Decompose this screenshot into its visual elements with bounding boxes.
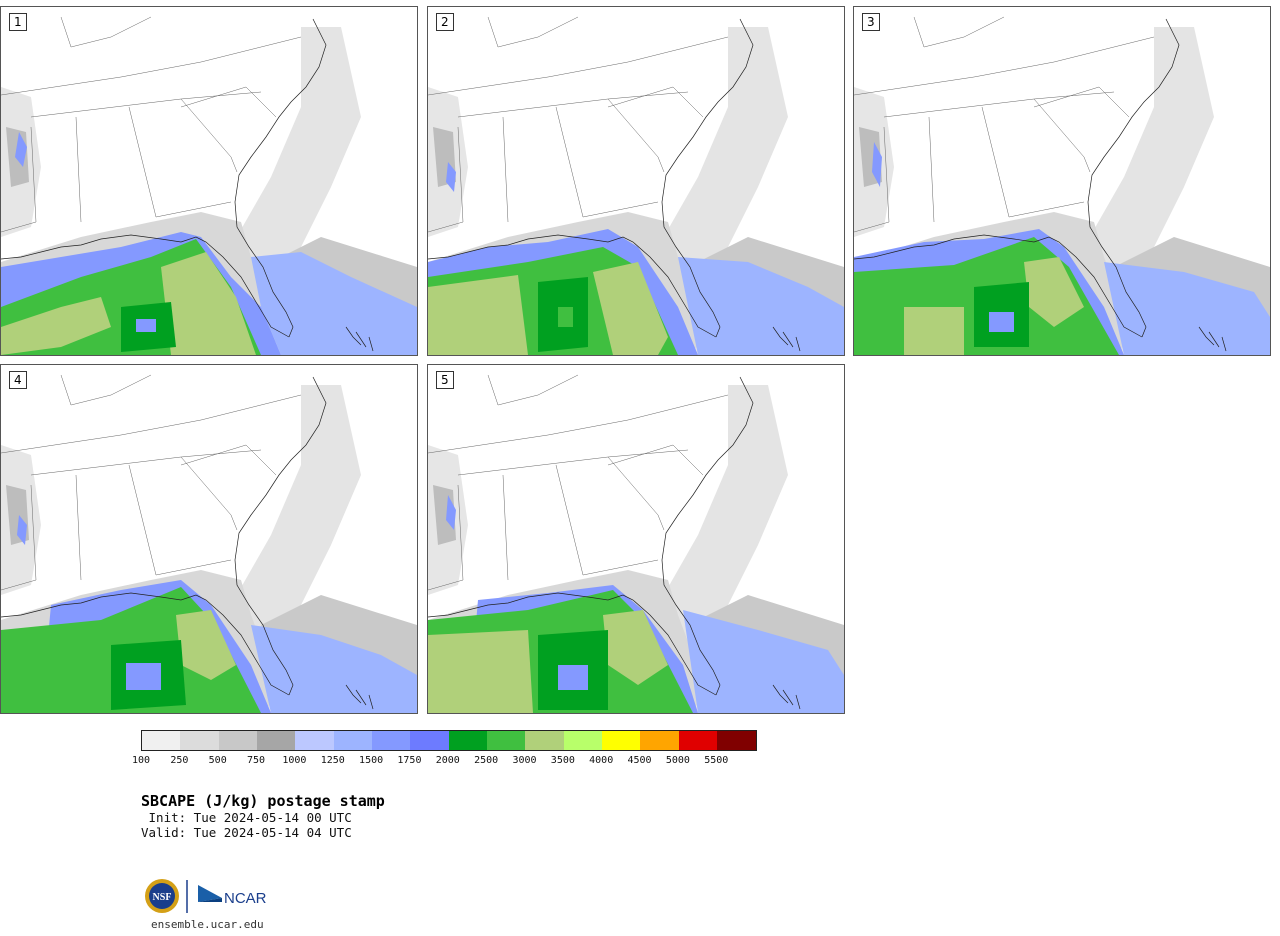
panel-number-label: 3 (862, 13, 880, 31)
cape-map-1 (1, 7, 417, 355)
colorbar (141, 730, 757, 751)
colorbar-swatch (142, 731, 181, 750)
colorbar-swatch (410, 731, 449, 750)
panel-number-label: 2 (436, 13, 454, 31)
colorbar-tick-label: 250 (170, 755, 189, 766)
colorbar-swatch (717, 731, 756, 750)
nsf-logo-icon: NSF (145, 879, 179, 913)
colorbar-swatch (257, 731, 296, 750)
colorbar-tick-label: 4500 (627, 755, 652, 766)
logo-group: NSF NCAR (145, 879, 267, 913)
cape-map-2 (428, 7, 844, 355)
colorbar-swatch (295, 731, 334, 750)
colorbar-tick-label: 2000 (435, 755, 460, 766)
colorbar-tick-label: 3000 (512, 755, 537, 766)
colorbar-tick-label: 750 (247, 755, 266, 766)
colorbar-tick-label: 100 (131, 755, 151, 766)
colorbar-tick-label: 3500 (550, 755, 575, 766)
member-panel-5: 5 (427, 364, 845, 714)
product-title: SBCAPE (J/kg) postage stamp (141, 792, 385, 810)
colorbar-tick-label: 1250 (320, 755, 345, 766)
colorbar-tick-label: 1750 (397, 755, 422, 766)
ncar-logo-text: NCAR (224, 890, 267, 907)
colorbar-swatch (448, 731, 488, 750)
member-panel-4: 4 (0, 364, 418, 714)
colorbar-swatch (218, 731, 258, 750)
colorbar-tick-label: 4000 (589, 755, 614, 766)
colorbar-tick-label: 2500 (474, 755, 499, 766)
panel-number-label: 4 (9, 371, 27, 389)
colorbar-tick-labels: 100 250 500 750 1000 1250 1500 1750 2000 2500 3000… (0, 755, 1280, 769)
colorbar-swatch (180, 731, 219, 750)
cape-map-4 (1, 365, 417, 713)
cape-map-3 (854, 7, 1270, 355)
valid-time: Valid: Tue 2024-05-14 04 UTC (141, 825, 352, 840)
cape-map-5 (428, 365, 844, 713)
colorbar-tick-label: 1000 (282, 755, 307, 766)
title-block: SBCAPE (J/kg) postage stamp Init: Tue 20… (141, 792, 385, 840)
colorbar-tick-label: 5000 (665, 755, 690, 766)
ncar-logo-icon (198, 885, 222, 902)
colorbar-swatch (525, 731, 564, 750)
member-panel-3: 3 (853, 6, 1271, 356)
colorbar-swatch (487, 731, 526, 750)
colorbar-tick-label: 1500 (359, 755, 384, 766)
colorbar-swatch (678, 731, 718, 750)
colorbar-swatch (333, 731, 373, 750)
colorbar-swatch (372, 731, 411, 750)
logos: NSF NCAR (144, 876, 274, 916)
panel-number-label: 1 (9, 13, 27, 31)
website-url: ensemble.ucar.edu (151, 918, 264, 931)
panel-number-label: 5 (436, 371, 454, 389)
colorbar-swatch (640, 731, 679, 750)
init-time: Init: Tue 2024-05-14 00 UTC (141, 810, 352, 825)
member-panel-2: 2 (427, 6, 845, 356)
colorbar-tick-label: 5500 (704, 755, 729, 766)
svg-text:NSF: NSF (153, 892, 172, 903)
member-panel-1: 1 (0, 6, 418, 356)
colorbar-swatch (563, 731, 603, 750)
colorbar-swatch (602, 731, 641, 750)
colorbar-tick-label: 500 (208, 755, 227, 766)
